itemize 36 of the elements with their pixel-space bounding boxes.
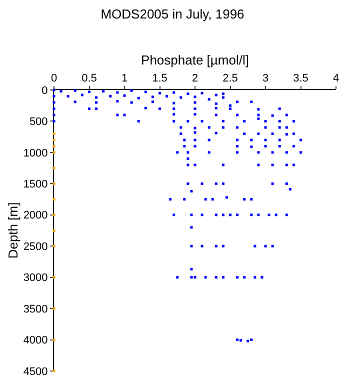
point xyxy=(52,151,56,154)
x-tick-label: 1 xyxy=(121,72,128,85)
x-tick-label: 2.5 xyxy=(222,72,238,85)
y-tick-label: 2000 xyxy=(23,210,48,222)
point xyxy=(52,229,56,232)
x-tick-label: 0 xyxy=(50,72,58,85)
y-tick-label: 2500 xyxy=(23,240,48,253)
point xyxy=(52,182,56,185)
x-tick-label: 0.5 xyxy=(82,72,97,85)
chart-title: MODS2005 in July, 1996 xyxy=(100,6,244,22)
y-tick-label: 4500 xyxy=(23,366,48,378)
point xyxy=(52,338,56,342)
y-tick-label: 0 xyxy=(42,84,48,97)
x-tick-label: 1.5 xyxy=(152,72,168,85)
x-axis-title: Phosphate [µmol/l] xyxy=(141,52,249,68)
y-tick-label: 3000 xyxy=(23,272,48,284)
point xyxy=(52,214,56,216)
point xyxy=(52,370,56,372)
y-tick-label: 500 xyxy=(29,116,48,128)
point xyxy=(52,307,56,310)
point xyxy=(52,132,56,135)
point xyxy=(52,276,56,279)
point xyxy=(52,138,56,142)
point xyxy=(52,244,56,248)
y-tick-label: 1500 xyxy=(23,178,48,191)
point xyxy=(52,198,56,201)
y-axis-title: Depth [m] xyxy=(5,202,20,259)
point xyxy=(52,166,56,170)
x-tick-label: 4 xyxy=(332,72,340,85)
y-tick-label: 3500 xyxy=(23,303,48,316)
x-tick-label: 2 xyxy=(192,72,198,85)
y-tick-label: 4000 xyxy=(23,334,48,347)
y-tick-label: 1000 xyxy=(23,147,48,160)
x-tick-label: 3.5 xyxy=(293,72,308,85)
point xyxy=(52,144,56,148)
x-tick-label: 3 xyxy=(262,72,269,85)
